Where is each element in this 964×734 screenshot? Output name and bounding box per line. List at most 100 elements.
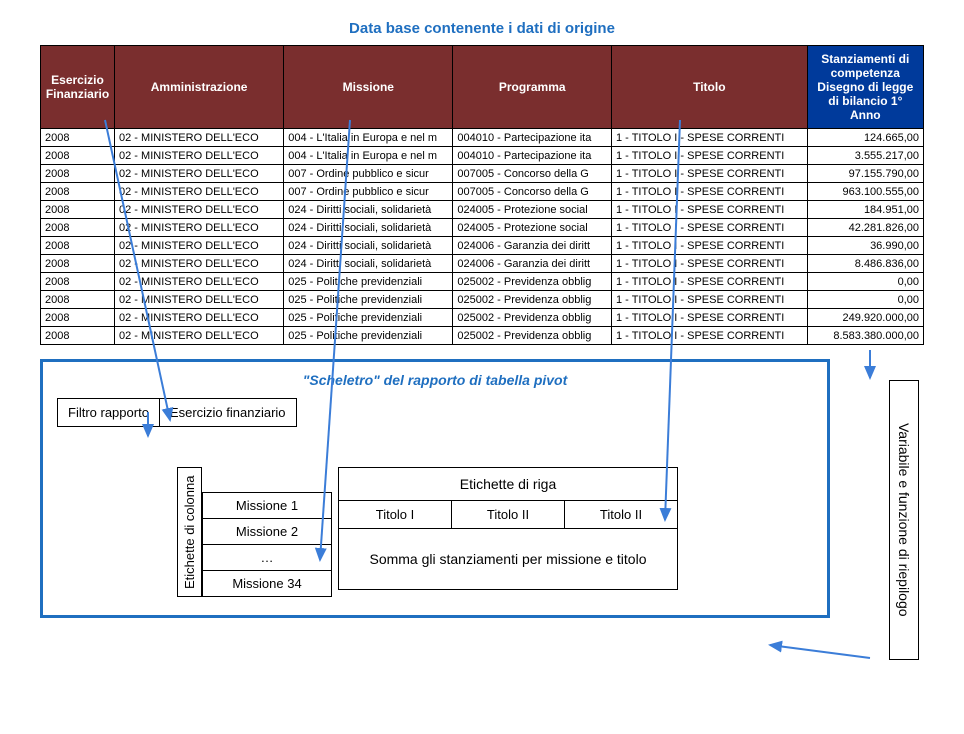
- cell-prog: 024006 - Garanzia dei diritt: [453, 237, 612, 255]
- cell-miss: 025 - Politiche previdenziali: [284, 309, 453, 327]
- missione-cell: …: [202, 545, 332, 571]
- titolo-cell: Titolo II: [565, 501, 678, 529]
- somma-box: Somma gli stanziamenti per missione e ti…: [338, 529, 678, 590]
- cell-tit: 1 - TITOLO I - SPESE CORRENTI: [612, 291, 808, 309]
- cell-eser: 2008: [41, 201, 115, 219]
- cell-eser: 2008: [41, 273, 115, 291]
- cell-tit: 1 - TITOLO I - SPESE CORRENTI: [612, 309, 808, 327]
- cell-miss: 024 - Diritti sociali, solidarietà: [284, 255, 453, 273]
- th-programma: Programma: [453, 46, 612, 129]
- cell-ammin: 02 - MINISTERO DELL'ECO: [115, 219, 284, 237]
- cell-eser: 2008: [41, 327, 115, 345]
- table-row: 200802 - MINISTERO DELL'ECO025 - Politic…: [41, 327, 924, 345]
- cell-eser: 2008: [41, 291, 115, 309]
- cell-eser: 2008: [41, 165, 115, 183]
- cell-prog: 025002 - Previdenza obblig: [453, 309, 612, 327]
- th-esercizio: Esercizio Finanziario: [41, 46, 115, 129]
- cell-miss: 004 - L'Italia in Europa e nel m: [284, 147, 453, 165]
- table-row: 200802 - MINISTERO DELL'ECO007 - Ordine …: [41, 165, 924, 183]
- data-table: Esercizio Finanziario Amministrazione Mi…: [40, 45, 924, 345]
- pivot-title: "Scheletro" del rapporto di tabella pivo…: [57, 372, 813, 388]
- cell-tit: 1 - TITOLO I - SPESE CORRENTI: [612, 255, 808, 273]
- cell-prog: 004010 - Partecipazione ita: [453, 129, 612, 147]
- missione-cell: Missione 34: [202, 571, 332, 596]
- titoli-row: Titolo ITitolo IITitolo II: [338, 501, 678, 529]
- cell-stanz: 8.583.380.000,00: [807, 327, 923, 345]
- cell-miss: 025 - Politiche previdenziali: [284, 273, 453, 291]
- cell-stanz: 184.951,00: [807, 201, 923, 219]
- etichette-riga-header: Etichette di riga: [338, 467, 678, 501]
- table-row: 200802 - MINISTERO DELL'ECO024 - Diritti…: [41, 237, 924, 255]
- etichette-colonna-label: Etichette di colonna: [177, 467, 202, 597]
- cell-eser: 2008: [41, 309, 115, 327]
- cell-ammin: 02 - MINISTERO DELL'ECO: [115, 201, 284, 219]
- cell-tit: 1 - TITOLO I - SPESE CORRENTI: [612, 129, 808, 147]
- cell-prog: 025002 - Previdenza obblig: [453, 327, 612, 345]
- table-row: 200802 - MINISTERO DELL'ECO025 - Politic…: [41, 273, 924, 291]
- cell-eser: 2008: [41, 219, 115, 237]
- cell-prog: 007005 - Concorso della G: [453, 165, 612, 183]
- th-missione: Missione: [284, 46, 453, 129]
- missioni-column: Missione 1Missione 2…Missione 34: [202, 492, 332, 597]
- cell-ammin: 02 - MINISTERO DELL'ECO: [115, 273, 284, 291]
- cell-ammin: 02 - MINISTERO DELL'ECO: [115, 183, 284, 201]
- cell-ammin: 02 - MINISTERO DELL'ECO: [115, 165, 284, 183]
- cell-stanz: 36.990,00: [807, 237, 923, 255]
- cell-eser: 2008: [41, 183, 115, 201]
- cell-eser: 2008: [41, 255, 115, 273]
- cell-ammin: 02 - MINISTERO DELL'ECO: [115, 291, 284, 309]
- cell-eser: 2008: [41, 129, 115, 147]
- cell-ammin: 02 - MINISTERO DELL'ECO: [115, 327, 284, 345]
- cell-eser: 2008: [41, 237, 115, 255]
- cell-stanz: 3.555.217,00: [807, 147, 923, 165]
- title-top: Data base contenente i dati di origine: [40, 20, 924, 37]
- cell-ammin: 02 - MINISTERO DELL'ECO: [115, 147, 284, 165]
- cell-stanz: 0,00: [807, 291, 923, 309]
- table-row: 200802 - MINISTERO DELL'ECO024 - Diritti…: [41, 255, 924, 273]
- table-row: 200802 - MINISTERO DELL'ECO025 - Politic…: [41, 291, 924, 309]
- table-row: 200802 - MINISTERO DELL'ECO025 - Politic…: [41, 309, 924, 327]
- cell-prog: 025002 - Previdenza obblig: [453, 273, 612, 291]
- cell-tit: 1 - TITOLO I - SPESE CORRENTI: [612, 237, 808, 255]
- table-row: 200802 - MINISTERO DELL'ECO004 - L'Itali…: [41, 129, 924, 147]
- cell-miss: 007 - Ordine pubblico e sicur: [284, 165, 453, 183]
- cell-ammin: 02 - MINISTERO DELL'ECO: [115, 309, 284, 327]
- table-row: 200802 - MINISTERO DELL'ECO007 - Ordine …: [41, 183, 924, 201]
- cell-eser: 2008: [41, 147, 115, 165]
- cell-miss: 004 - L'Italia in Europa e nel m: [284, 129, 453, 147]
- cell-stanz: 42.281.826,00: [807, 219, 923, 237]
- cell-prog: 004010 - Partecipazione ita: [453, 147, 612, 165]
- pivot-frame: "Scheletro" del rapporto di tabella pivo…: [40, 359, 830, 618]
- cell-prog: 007005 - Concorso della G: [453, 183, 612, 201]
- cell-stanz: 249.920.000,00: [807, 309, 923, 327]
- cell-stanz: 97.155.790,00: [807, 165, 923, 183]
- filtro-value: Esercizio finanziario: [160, 399, 296, 426]
- cell-tit: 1 - TITOLO I - SPESE CORRENTI: [612, 183, 808, 201]
- cell-stanz: 124.665,00: [807, 129, 923, 147]
- cell-tit: 1 - TITOLO I - SPESE CORRENTI: [612, 219, 808, 237]
- titolo-cell: Titolo II: [452, 501, 565, 529]
- cell-miss: 007 - Ordine pubblico e sicur: [284, 183, 453, 201]
- pivot-body: Etichette di colonna Missione 1Missione …: [177, 467, 813, 597]
- missione-cell: Missione 1: [202, 493, 332, 519]
- cell-miss: 024 - Diritti sociali, solidarietà: [284, 237, 453, 255]
- filtro-label: Filtro rapporto: [58, 399, 160, 426]
- cell-stanz: 0,00: [807, 273, 923, 291]
- titolo-cell: Titolo I: [338, 501, 452, 529]
- cell-tit: 1 - TITOLO I - SPESE CORRENTI: [612, 273, 808, 291]
- cell-prog: 024005 - Protezione social: [453, 201, 612, 219]
- cell-prog: 024006 - Garanzia dei diritt: [453, 255, 612, 273]
- cell-stanz: 8.486.836,00: [807, 255, 923, 273]
- th-amministrazione: Amministrazione: [115, 46, 284, 129]
- cell-stanz: 963.100.555,00: [807, 183, 923, 201]
- cell-tit: 1 - TITOLO I - SPESE CORRENTI: [612, 147, 808, 165]
- cell-miss: 025 - Politiche previdenziali: [284, 327, 453, 345]
- cell-tit: 1 - TITOLO I - SPESE CORRENTI: [612, 327, 808, 345]
- cell-miss: 024 - Diritti sociali, solidarietà: [284, 219, 453, 237]
- cell-tit: 1 - TITOLO I - SPESE CORRENTI: [612, 201, 808, 219]
- cell-tit: 1 - TITOLO I - SPESE CORRENTI: [612, 165, 808, 183]
- missione-cell: Missione 2: [202, 519, 332, 545]
- cell-ammin: 02 - MINISTERO DELL'ECO: [115, 237, 284, 255]
- cell-ammin: 02 - MINISTERO DELL'ECO: [115, 255, 284, 273]
- cell-ammin: 02 - MINISTERO DELL'ECO: [115, 129, 284, 147]
